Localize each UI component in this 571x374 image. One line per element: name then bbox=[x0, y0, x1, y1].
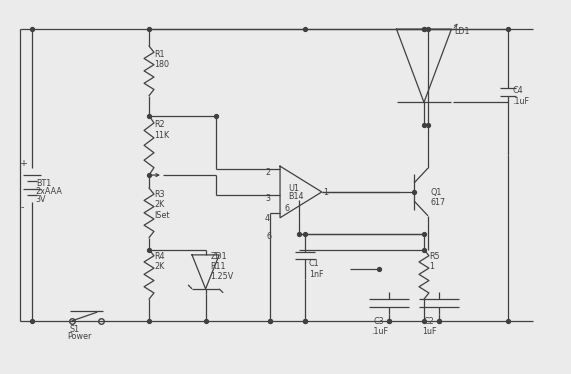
Text: R1
180: R1 180 bbox=[154, 50, 169, 70]
Text: B14: B14 bbox=[288, 192, 303, 201]
Text: BT1: BT1 bbox=[36, 179, 51, 188]
Text: R3
2K
ISet: R3 2K ISet bbox=[154, 190, 170, 220]
Text: 6: 6 bbox=[284, 204, 289, 213]
Text: LD1: LD1 bbox=[455, 27, 470, 36]
Text: Q1
617: Q1 617 bbox=[431, 188, 446, 208]
Text: C2
1uF: C2 1uF bbox=[421, 317, 436, 337]
Text: C1
1nF: C1 1nF bbox=[309, 260, 323, 279]
Text: 2xAAA: 2xAAA bbox=[36, 187, 63, 196]
Text: C3
.1uF: C3 .1uF bbox=[371, 317, 388, 337]
Text: S1: S1 bbox=[70, 325, 80, 334]
Text: R5
1: R5 1 bbox=[429, 252, 440, 271]
Text: 4: 4 bbox=[265, 214, 270, 223]
Text: 3V: 3V bbox=[36, 195, 46, 204]
Text: R2
11K: R2 11K bbox=[154, 120, 169, 140]
Text: 3: 3 bbox=[265, 194, 270, 203]
Text: C4
.1uF: C4 .1uF bbox=[512, 86, 529, 105]
Text: 6: 6 bbox=[266, 232, 271, 240]
Text: ZD1
R11
1.25V: ZD1 R11 1.25V bbox=[211, 252, 234, 281]
Text: +: + bbox=[20, 159, 28, 168]
Text: 1: 1 bbox=[323, 188, 328, 197]
Text: 2: 2 bbox=[265, 168, 270, 177]
Text: U1: U1 bbox=[288, 184, 299, 193]
Text: -: - bbox=[21, 203, 25, 212]
Text: Power: Power bbox=[67, 332, 92, 341]
Text: R4
2K: R4 2K bbox=[154, 252, 164, 271]
